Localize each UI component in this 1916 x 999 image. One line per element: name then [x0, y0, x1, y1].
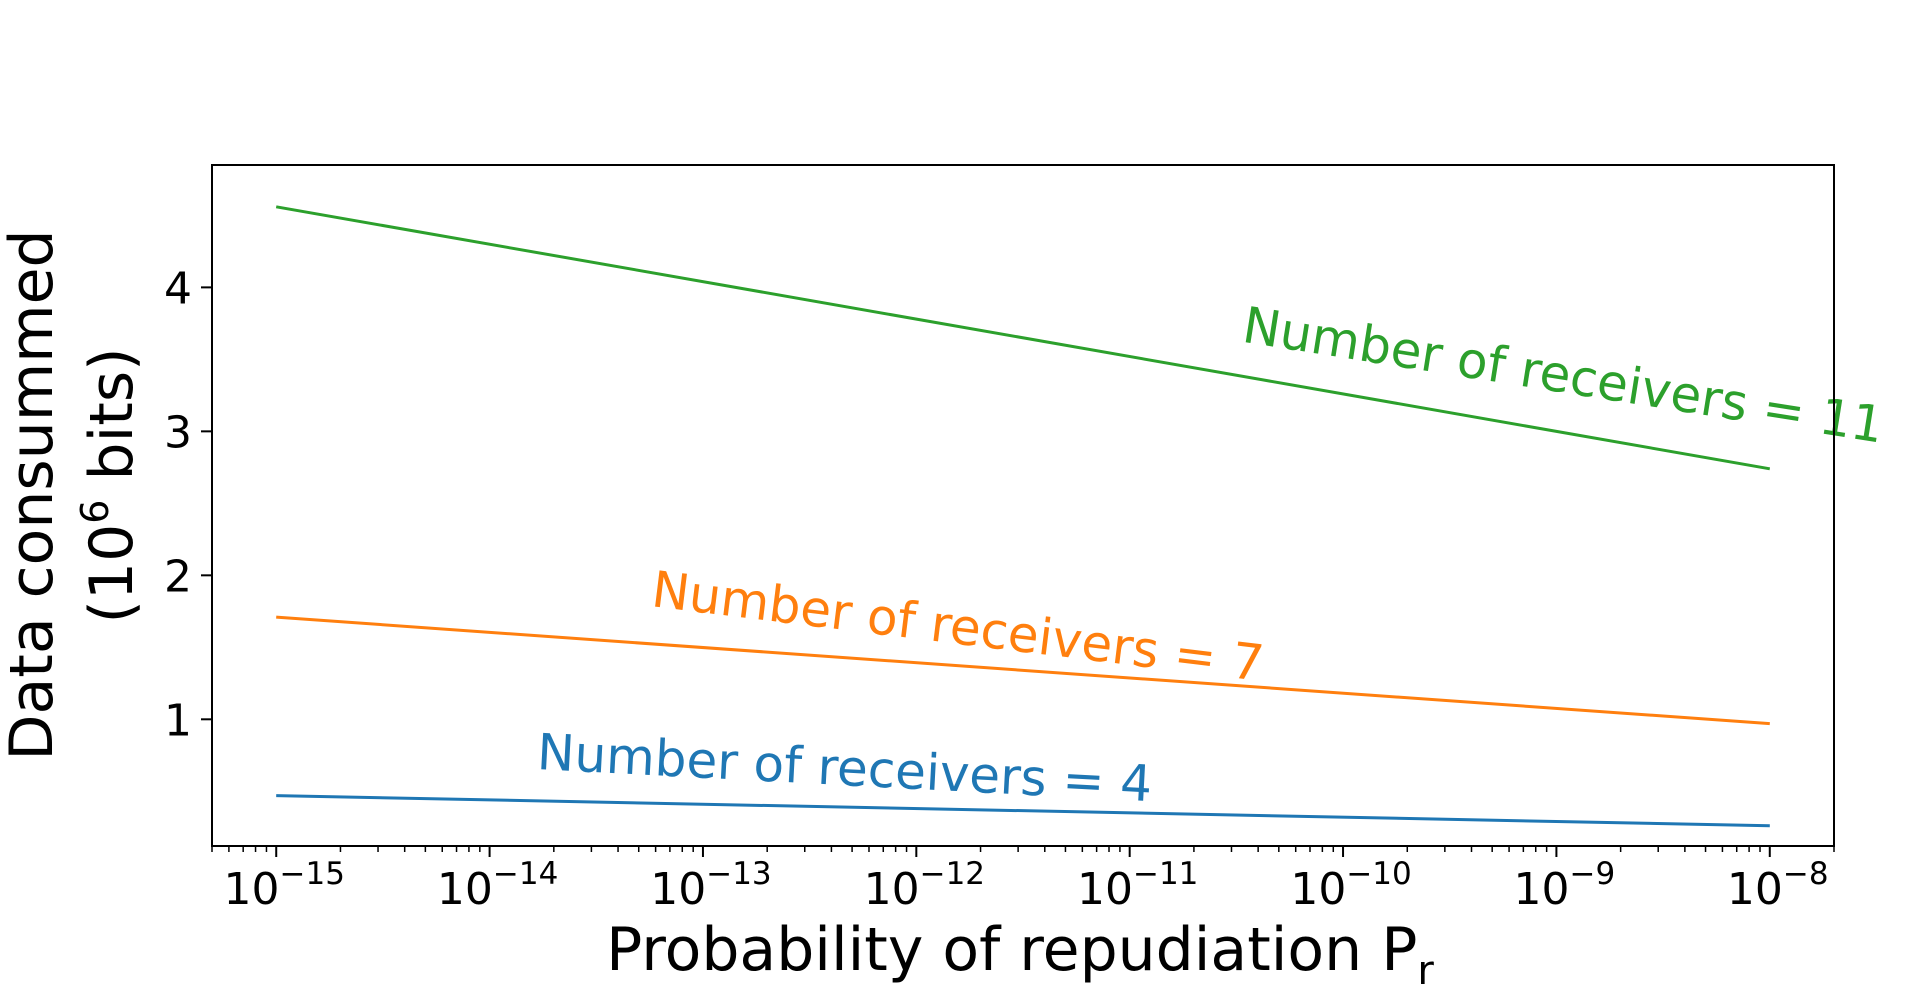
series-label-1: Number of receivers = 7 [649, 560, 1267, 693]
x-tick-label: 10−8 [1727, 856, 1829, 915]
series-line-2 [275, 205, 1771, 471]
x-tick-label: 10−9 [1514, 856, 1616, 915]
y-axis-ticks: 1 2 3 4 [164, 263, 212, 746]
y-tick-label: 2 [164, 551, 192, 602]
y-axis-label-superscript: 6 [73, 500, 117, 524]
series-lines [275, 205, 1771, 828]
x-tick-label: 10−13 [650, 856, 771, 915]
y-axis-label-line2: (106 bits) [73, 348, 147, 624]
x-tick-label: 10−15 [224, 856, 345, 915]
series-labels: Number of receivers = 4 Number of receive… [536, 296, 1888, 813]
y-tick-label: 3 [164, 407, 192, 458]
x-axis-label-subscript: r [1417, 948, 1434, 994]
series-label-2: Number of receivers = 11 [1239, 296, 1888, 455]
y-tick-label: 4 [164, 263, 192, 314]
y-axis-label-line1: Data consummed [0, 229, 67, 760]
x-tick-label: 10−14 [437, 856, 558, 915]
series-line-1 [276, 615, 1770, 726]
series-label-0: Number of receivers = 4 [536, 723, 1154, 813]
x-tick-label: 10−11 [1077, 856, 1198, 915]
y-axis-label: Data consummed (106 bits) [0, 210, 147, 760]
plot-frame [211, 164, 1835, 847]
x-axis-ticks: 10−15 10−14 10−13 10−12 10−11 10−10 10−9 10−8 [224, 846, 1829, 915]
series-line-0 [276, 794, 1770, 828]
x-axis-label: Probability of repudiation Pr [606, 915, 1434, 994]
x-tick-label: 10−10 [1290, 856, 1411, 915]
y-tick-label: 1 [164, 695, 192, 746]
x-tick-label: 10−12 [864, 856, 985, 915]
